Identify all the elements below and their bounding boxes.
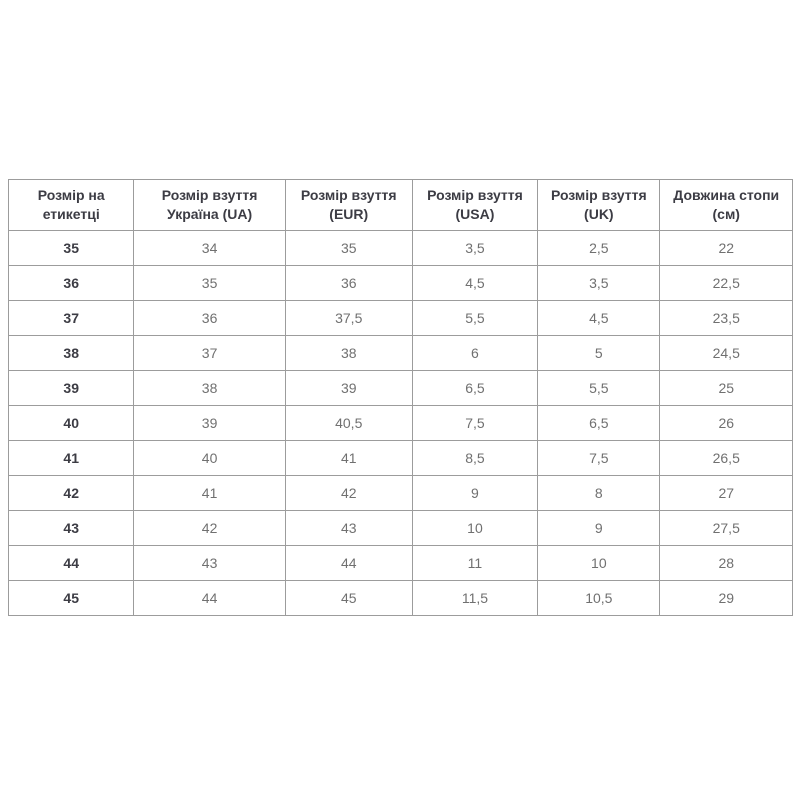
table-row: 38 37 38 6 5 24,5 (7, 335, 793, 371)
column-header: Розмір взуття (EUR) (284, 179, 413, 231)
size-value-cell: 37,5 (284, 300, 413, 336)
size-label-cell: 45 (7, 580, 135, 616)
size-value-cell: 36 (284, 265, 413, 301)
size-value-cell: 4,5 (537, 300, 661, 336)
size-value-cell: 41 (284, 440, 413, 476)
size-value-cell: 37 (133, 335, 286, 371)
size-value-cell: 39 (133, 405, 286, 441)
size-label-cell: 41 (7, 440, 135, 476)
column-header: Розмір взуття (UK) (537, 179, 661, 231)
table-row: 41 40 41 8,5 7,5 26,5 (7, 440, 793, 476)
shoe-size-conversion-table: Розмір на етикетці Розмір взуття Україна … (7, 179, 793, 616)
size-value-cell: 25 (659, 370, 793, 406)
size-label-cell: 35 (7, 230, 135, 266)
size-label-cell: 39 (7, 370, 135, 406)
size-value-cell: 45 (284, 580, 413, 616)
column-header: Розмір на етикетці (7, 179, 135, 231)
column-header: Розмір взуття Україна (UA) (133, 179, 286, 231)
size-label-cell: 44 (7, 545, 135, 581)
size-label-cell: 42 (7, 475, 135, 511)
size-value-cell: 3,5 (537, 265, 661, 301)
size-value-cell: 5,5 (537, 370, 661, 406)
size-value-cell: 27,5 (659, 510, 793, 546)
size-value-cell: 9 (537, 510, 661, 546)
column-header: Довжина стопи (см) (659, 179, 793, 231)
size-value-cell: 2,5 (537, 230, 661, 266)
size-value-cell: 6,5 (411, 370, 539, 406)
size-value-cell: 42 (284, 475, 413, 511)
size-value-cell: 23,5 (659, 300, 793, 336)
table-body: 35 34 35 3,5 2,5 22 36 35 36 4,5 3,5 22,5 37 36 37,5 5,… (7, 230, 793, 616)
size-value-cell: 34 (133, 230, 286, 266)
size-value-cell: 6 (411, 335, 539, 371)
size-value-cell: 27 (659, 475, 793, 511)
table-row: 40 39 40,5 7,5 6,5 26 (7, 405, 793, 441)
size-value-cell: 43 (284, 510, 413, 546)
size-label-cell: 43 (7, 510, 135, 546)
size-value-cell: 44 (284, 545, 413, 581)
size-value-cell: 43 (133, 545, 286, 581)
size-label-cell: 37 (7, 300, 135, 336)
size-value-cell: 29 (659, 580, 793, 616)
size-value-cell: 41 (133, 475, 286, 511)
size-value-cell: 35 (133, 265, 286, 301)
size-value-cell: 40,5 (284, 405, 413, 441)
size-value-cell: 8 (537, 475, 661, 511)
table-row: 42 41 42 9 8 27 (7, 475, 793, 511)
table-row: 37 36 37,5 5,5 4,5 23,5 (7, 300, 793, 336)
size-value-cell: 38 (284, 335, 413, 371)
size-value-cell: 5 (537, 335, 661, 371)
column-header: Розмір взуття (USA) (411, 179, 539, 231)
size-value-cell: 10 (411, 510, 539, 546)
size-label-cell: 36 (7, 265, 135, 301)
size-value-cell: 38 (133, 370, 286, 406)
table-row: 45 44 45 11,5 10,5 29 (7, 580, 793, 616)
table-row: 39 38 39 6,5 5,5 25 (7, 370, 793, 406)
header-row: Розмір на етикетці Розмір взуття Україна … (7, 179, 793, 231)
size-value-cell: 11,5 (411, 580, 539, 616)
size-value-cell: 36 (133, 300, 286, 336)
size-value-cell: 10 (537, 545, 661, 581)
size-value-cell: 6,5 (537, 405, 661, 441)
size-value-cell: 26,5 (659, 440, 793, 476)
size-value-cell: 39 (284, 370, 413, 406)
size-value-cell: 9 (411, 475, 539, 511)
size-value-cell: 35 (284, 230, 413, 266)
size-value-cell: 40 (133, 440, 286, 476)
size-value-cell: 11 (411, 545, 539, 581)
size-value-cell: 8,5 (411, 440, 539, 476)
size-value-cell: 26 (659, 405, 793, 441)
size-label-cell: 38 (7, 335, 135, 371)
size-value-cell: 44 (133, 580, 286, 616)
table-row: 36 35 36 4,5 3,5 22,5 (7, 265, 793, 301)
size-value-cell: 22,5 (659, 265, 793, 301)
size-value-cell: 10,5 (537, 580, 661, 616)
size-label-cell: 40 (7, 405, 135, 441)
size-value-cell: 28 (659, 545, 793, 581)
table-row: 44 43 44 11 10 28 (7, 545, 793, 581)
size-value-cell: 42 (133, 510, 286, 546)
size-value-cell: 7,5 (411, 405, 539, 441)
size-value-cell: 4,5 (411, 265, 539, 301)
size-value-cell: 5,5 (411, 300, 539, 336)
size-value-cell: 22 (659, 230, 793, 266)
table-row: 35 34 35 3,5 2,5 22 (7, 230, 793, 266)
size-value-cell: 3,5 (411, 230, 539, 266)
table-row: 43 42 43 10 9 27,5 (7, 510, 793, 546)
size-value-cell: 24,5 (659, 335, 793, 371)
size-value-cell: 7,5 (537, 440, 661, 476)
